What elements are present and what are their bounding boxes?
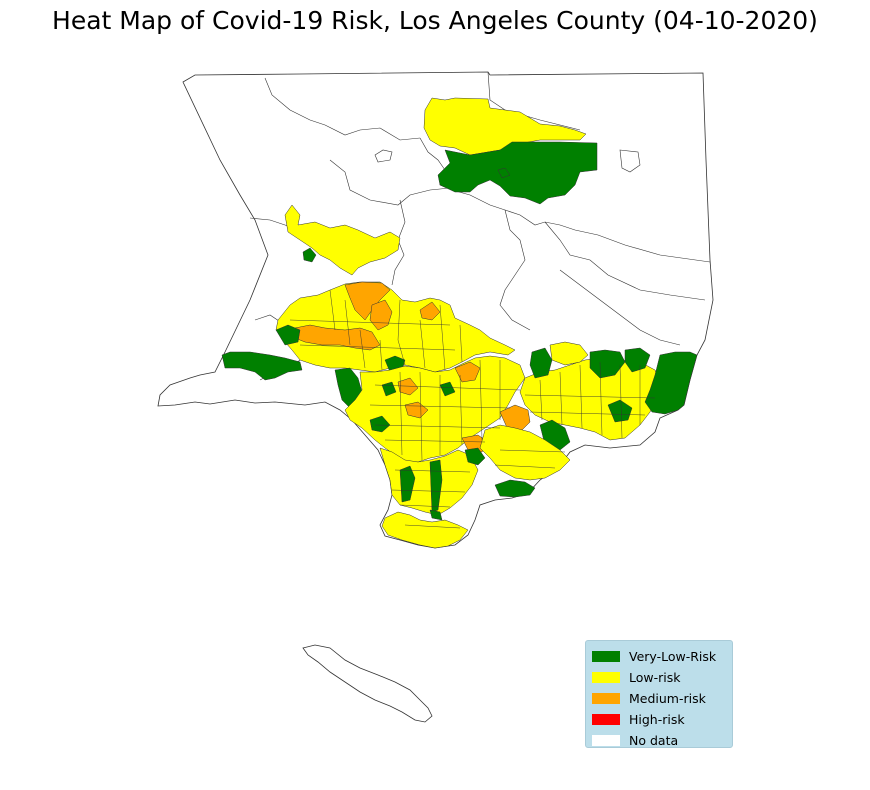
- region-low-north: [423, 97, 587, 156]
- legend-item-high: High-risk: [592, 709, 732, 730]
- legend-swatch: [592, 735, 620, 746]
- region-low-sgv-north: [549, 341, 589, 366]
- legend-label: High-risk: [629, 712, 685, 727]
- region-verylow-sgv-3: [624, 347, 651, 373]
- legend-swatch: [592, 651, 620, 662]
- region-medium-central-1: [397, 377, 419, 396]
- legend-swatch: [592, 714, 620, 725]
- legend-item-low: Low-risk: [592, 667, 732, 688]
- legend-label: Medium-risk: [629, 691, 706, 706]
- region-verylow-east: [644, 351, 698, 415]
- region-verylow-sfv-1: [275, 324, 301, 346]
- legend-swatch: [592, 672, 620, 683]
- region-verylow-malibu: [221, 351, 303, 381]
- region-verylow-central-1: [369, 415, 391, 433]
- region-verylow-sgv-4: [607, 399, 633, 423]
- region-verylow-southbay-3: [464, 447, 486, 466]
- legend-label: No data: [629, 733, 679, 748]
- region-verylow-southbay-4: [494, 479, 536, 498]
- legend: Very-Low-Risk Low-risk Medium-risk High-…: [585, 640, 733, 748]
- region-verylow-north: [437, 141, 598, 205]
- region-verylow-sgv-1: [529, 347, 553, 379]
- legend-item-very-low: Very-Low-Risk: [592, 646, 732, 667]
- region-verylow-santaclarita: [302, 247, 317, 263]
- region-verylow-central-2: [439, 381, 456, 397]
- region-verylow-southbay-1: [399, 465, 416, 503]
- legend-label: Low-risk: [629, 670, 681, 685]
- catalina-island: [302, 644, 433, 723]
- map-title: Heat Map of Covid-19 Risk, Los Angeles C…: [52, 6, 818, 35]
- region-low-eastsouth: [479, 424, 571, 481]
- region-low-santaclarita: [284, 204, 401, 276]
- legend-swatch: [592, 693, 620, 704]
- region-medium-central-2: [454, 361, 481, 383]
- legend-item-no-data: No data: [592, 730, 732, 751]
- region-medium-sfv-4: [419, 301, 441, 321]
- legend-label: Very-Low-Risk: [629, 649, 717, 664]
- risk-regions: [221, 97, 698, 549]
- legend-item-medium: Medium-risk: [592, 688, 732, 709]
- region-verylow-southbay-2: [429, 459, 443, 513]
- region-low-palosverdes: [381, 511, 469, 549]
- tract-lines: [289, 289, 656, 529]
